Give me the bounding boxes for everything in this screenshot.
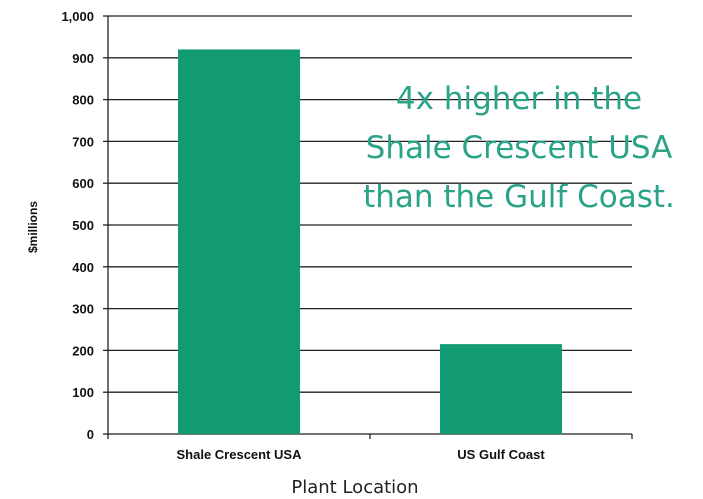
y-tick-label: 0 [87,427,94,442]
y-tick-label: 300 [72,302,94,317]
y-tick-label: 700 [72,134,94,149]
y-tick-label: 400 [72,260,94,275]
x-tick-label: US Gulf Coast [457,447,545,462]
y-tick-label: 600 [72,176,94,191]
bar [440,344,562,434]
x-category-labels: Shale Crescent USA US Gulf Coast [177,447,546,462]
y-axis-label: $millions [26,201,40,253]
annotation: 4x higher in the Shale Crescent USA than… [363,81,675,215]
y-tick-label: 200 [72,343,94,358]
y-tick-label: 800 [72,93,94,108]
x-tick-label: Shale Crescent USA [177,447,303,462]
y-tick-label: 100 [72,385,94,400]
annotation-line-3: than the Gulf Coast. [363,179,675,215]
y-tick-label: 900 [72,51,94,66]
y-tick-label: 1,000 [61,9,94,24]
x-axis-label: Plant Location [291,477,418,498]
annotation-line-2: Shale Crescent USA [366,130,673,166]
bars [178,49,562,434]
annotation-line-1: 4x higher in the [396,81,642,117]
y-tick-labels: 0 100 200 300 400 500 600 700 800 900 1,000 [61,9,94,442]
y-tick-label: 500 [72,218,94,233]
bar [178,49,300,434]
